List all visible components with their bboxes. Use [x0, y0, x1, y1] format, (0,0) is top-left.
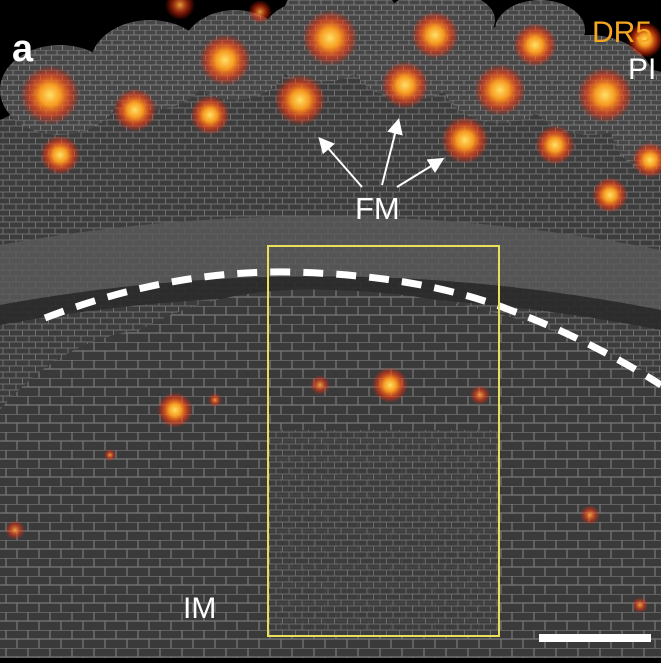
- inflorescence-meristem-label: IM: [183, 592, 217, 625]
- floral-meristem-label: FM: [355, 191, 400, 226]
- scale-bar: [539, 634, 651, 642]
- legend-dr5-label: DR5: [592, 16, 653, 49]
- legend-pi-label: PI: [628, 53, 657, 86]
- panel-label: a: [12, 28, 34, 70]
- fm-arrows: [318, 118, 445, 188]
- highlight-box: [267, 245, 500, 637]
- dr5-signal-clusters: [5, 0, 661, 613]
